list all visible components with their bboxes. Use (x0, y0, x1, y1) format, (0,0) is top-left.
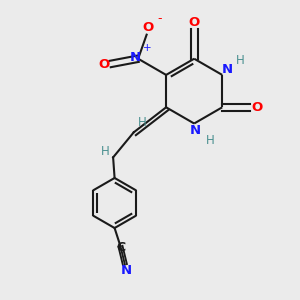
Text: H: H (138, 116, 146, 129)
Text: N: N (190, 124, 201, 137)
Text: O: O (251, 101, 262, 114)
Text: O: O (143, 21, 154, 34)
Text: H: H (206, 134, 215, 147)
Text: H: H (100, 145, 109, 158)
Text: N: N (130, 51, 141, 64)
Text: -: - (157, 13, 162, 26)
Text: O: O (98, 58, 109, 70)
Text: O: O (188, 16, 200, 29)
Text: N: N (222, 63, 233, 76)
Text: C: C (116, 241, 126, 254)
Text: N: N (121, 264, 132, 277)
Text: +: + (143, 43, 152, 52)
Text: H: H (236, 54, 245, 67)
